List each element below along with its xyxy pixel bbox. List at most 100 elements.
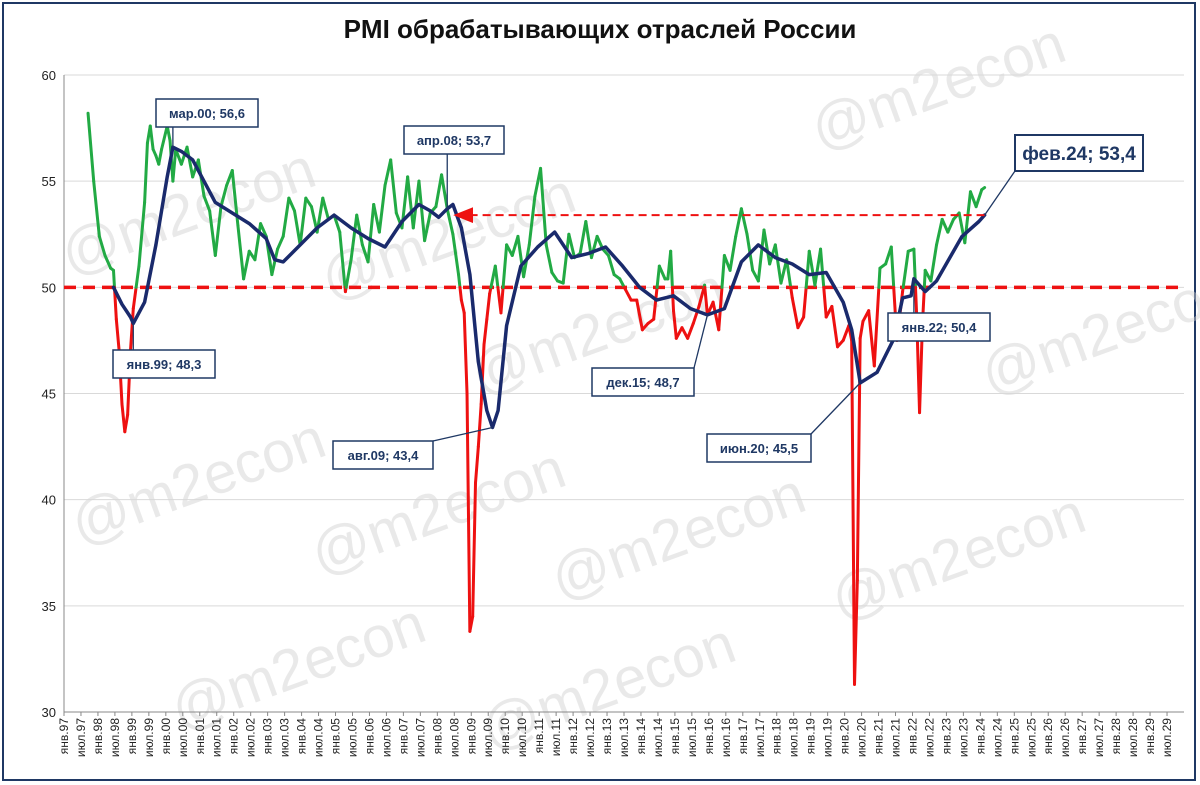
pmi-segment-below xyxy=(691,304,701,325)
x-tick-label: июл.17 xyxy=(753,718,767,757)
x-tick-label: янв.14 xyxy=(634,718,648,755)
x-tick-label: янв.06 xyxy=(362,718,376,755)
pmi-segment-above xyxy=(293,209,302,247)
x-tick-label: янв.20 xyxy=(838,718,852,755)
pmi-segment-below xyxy=(913,285,919,319)
x-tick-label: июл.21 xyxy=(889,718,903,757)
annotation-box xyxy=(591,367,695,397)
pmi-segment-above xyxy=(202,194,212,213)
pmi-segment-above xyxy=(946,217,955,234)
x-tick-label: янв.09 xyxy=(464,718,478,755)
pmi-segment-above xyxy=(423,211,432,243)
x-tick-label: июл.11 xyxy=(549,718,563,757)
pmi-segment-above xyxy=(276,234,285,251)
y-tick-label: 40 xyxy=(42,493,56,508)
pmi-segment-above xyxy=(720,253,726,289)
pmi-segment-below xyxy=(458,285,463,302)
pmi-segment-above xyxy=(657,264,667,281)
pmi-segment-above xyxy=(935,217,944,247)
y-tick-label: 45 xyxy=(42,387,56,402)
pmi-segment-above xyxy=(445,207,455,236)
pmi-segment-above xyxy=(785,258,793,289)
annotation-label: янв.99; 48,3 xyxy=(127,357,202,372)
x-tick-label: июл.26 xyxy=(1058,718,1072,757)
pmi-segment-above xyxy=(728,234,738,272)
pmi-segment-above xyxy=(344,258,353,289)
x-tick-label: июл.04 xyxy=(312,718,326,757)
x-tick-label: янв.17 xyxy=(736,718,750,755)
x-tick-label: янв.97 xyxy=(57,718,71,755)
x-tick-label: янв.19 xyxy=(804,718,818,755)
x-tick-label: янв.01 xyxy=(193,718,207,755)
pmi-segment-above xyxy=(417,179,427,243)
pmi-segment-below xyxy=(670,285,675,313)
pmi-segment-above xyxy=(242,249,251,281)
annotation-leader xyxy=(693,314,709,369)
pmi-segment-above xyxy=(451,232,461,277)
pmi-segment-below xyxy=(671,309,678,340)
pmi-segment-above xyxy=(111,268,116,289)
annotation-box xyxy=(112,349,216,379)
pmi-segment-below xyxy=(686,321,695,340)
annotation-label: апр.08; 53,7 xyxy=(417,133,491,148)
pmi-segment-above xyxy=(103,253,113,270)
pmi-segment-above xyxy=(940,217,950,234)
pmi-segment-above xyxy=(589,234,599,260)
pmi-segment-above xyxy=(440,173,449,211)
x-tick-label: июл.06 xyxy=(379,718,393,757)
annotation-box xyxy=(1014,134,1144,172)
pmi-segment-above xyxy=(97,234,107,257)
x-tick-label: янв.18 xyxy=(770,718,784,755)
x-tick-label: июл.13 xyxy=(617,718,631,757)
pmi-segment-above xyxy=(377,183,387,234)
x-tick-label: июл.01 xyxy=(210,718,224,757)
pmi-segment-above xyxy=(618,277,626,289)
y-tick-label: 35 xyxy=(42,599,56,614)
pmi-segment-below xyxy=(796,315,806,330)
pmi-segment-above xyxy=(281,196,291,238)
pmi-segment-below xyxy=(479,343,486,406)
pmi-segment-above xyxy=(366,203,376,264)
x-tick-label: янв.03 xyxy=(261,718,275,755)
pmi-segment-below xyxy=(462,311,469,395)
x-tick-label: июл.97 xyxy=(74,718,88,757)
x-tick-label: янв.08 xyxy=(430,718,444,755)
pmi-segment-below xyxy=(703,285,709,317)
annotation-label: дек.15; 48,7 xyxy=(606,375,679,390)
pmi-segment-above xyxy=(236,224,246,281)
pmi-segment-above xyxy=(92,179,101,238)
x-tick-label: июл.14 xyxy=(651,718,665,757)
pmi-segment-above xyxy=(550,270,560,283)
pmi-segment-above xyxy=(669,249,674,289)
pmi-segment-above xyxy=(134,264,141,289)
pmi-segment-below xyxy=(790,296,800,330)
x-tick-label: июл.12 xyxy=(583,718,597,757)
pmi-segment-above xyxy=(539,166,548,247)
x-tick-label: июл.03 xyxy=(278,718,292,757)
annotation-label: фев.24; 53,4 xyxy=(1022,144,1136,165)
pmi-segment-above xyxy=(174,147,183,166)
x-tick-label: янв.98 xyxy=(91,718,105,755)
x-tick-label: июл.22 xyxy=(922,718,936,757)
x-tick-label: янв.04 xyxy=(295,718,309,755)
pmi-segment-below xyxy=(482,317,489,347)
pmi-segment-above xyxy=(165,124,172,143)
trend-line xyxy=(111,145,987,430)
pmi-segment-above xyxy=(734,207,743,238)
x-tick-label: янв.15 xyxy=(668,718,682,755)
y-tick-label: 30 xyxy=(42,705,56,720)
pmi-segment-below xyxy=(468,614,475,633)
x-tick-label: июл.15 xyxy=(685,718,699,757)
pmi-segment-below xyxy=(847,324,854,342)
pmi-segment-above xyxy=(219,183,229,209)
x-tick-label: июл.00 xyxy=(176,718,190,757)
pmi-segment-above xyxy=(321,196,330,221)
pmi-segment-below xyxy=(830,304,840,349)
pmi-segment-below xyxy=(789,285,794,300)
annotation-leader xyxy=(984,170,1016,216)
pmi-segment-below xyxy=(499,285,505,315)
pmi-segment-above xyxy=(980,186,987,192)
pmi-segment-above xyxy=(655,264,661,289)
y-tick-label: 60 xyxy=(42,68,56,83)
